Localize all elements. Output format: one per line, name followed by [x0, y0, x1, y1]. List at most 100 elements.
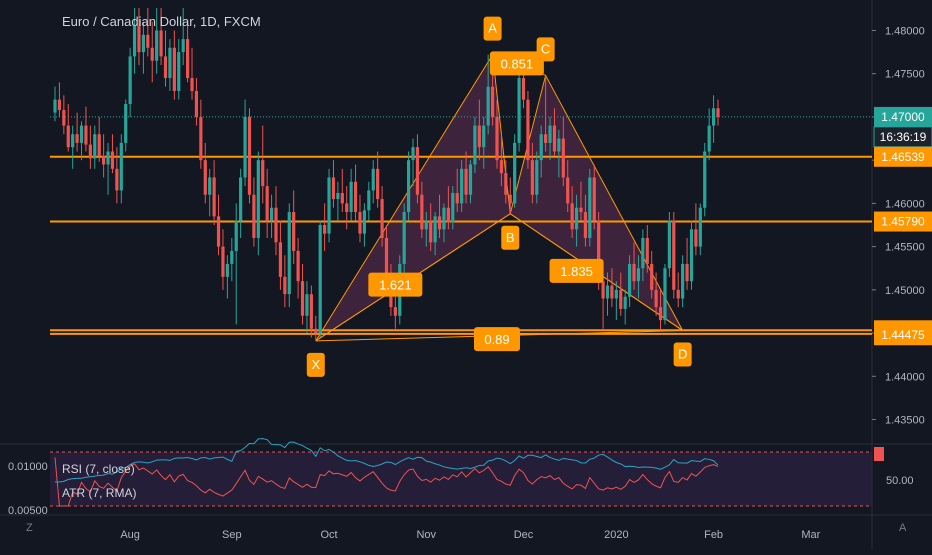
candle-body [53, 99, 57, 113]
candle-body [327, 177, 331, 234]
candle-body [460, 168, 464, 204]
candle-body [309, 294, 313, 329]
candle-body [681, 263, 685, 299]
candle-body [93, 134, 97, 159]
pattern-point-label: D [678, 346, 687, 361]
price-badge-label: 1.46539 [881, 150, 925, 164]
candle-body [283, 276, 287, 295]
candle-body [380, 199, 384, 238]
candle-body [667, 220, 671, 269]
candle-body [292, 212, 296, 251]
candle-body [574, 207, 579, 230]
candle-body [517, 78, 521, 143]
candle-body [619, 289, 623, 309]
candle-body [137, 26, 141, 53]
candle-body [632, 263, 636, 282]
price-badge [874, 146, 932, 167]
candle-body [88, 144, 92, 159]
candle-body [340, 193, 344, 204]
candle-body [265, 186, 269, 221]
candle-body [300, 281, 305, 316]
candle-body [367, 190, 371, 211]
candle-body [676, 289, 680, 299]
ratio-label-box [474, 327, 520, 352]
candle-body [521, 78, 526, 100]
candle-body [490, 86, 495, 117]
candle-body [544, 134, 548, 143]
candle-body [636, 268, 641, 282]
candle-body [442, 207, 446, 230]
candle-body [234, 220, 238, 251]
candle-body [239, 177, 243, 221]
candle-body [221, 246, 225, 277]
candle-body [225, 263, 229, 277]
candle-body [601, 281, 605, 299]
candle-body [216, 216, 221, 247]
pattern-point-marker [673, 342, 692, 367]
candle-body [199, 116, 203, 161]
price-tick-label: 1.45000 [885, 285, 925, 297]
candle-body [66, 125, 70, 148]
candle-body [243, 116, 247, 178]
pattern-point-x: X [306, 352, 325, 377]
candle-body [486, 86, 490, 126]
candle-body [663, 268, 667, 321]
pattern-point-marker [501, 225, 520, 250]
candle-body [186, 39, 190, 79]
candle-body [84, 125, 88, 145]
candle-body [190, 78, 194, 91]
price-badge [874, 211, 932, 232]
candle-body [75, 134, 79, 143]
price-badge-label: 16:36:19 [880, 130, 927, 144]
candle-body [473, 125, 477, 165]
candle-body [552, 125, 557, 152]
candle-body [384, 237, 389, 282]
candle-body [588, 177, 592, 238]
candle-body [287, 212, 291, 295]
candle-body [424, 220, 428, 230]
ratio-label: 0.851 [501, 56, 534, 71]
ratio-label: 0.89 [484, 332, 509, 347]
candle-body [102, 155, 106, 165]
candle-body [703, 151, 707, 208]
pattern-point-label: C [541, 41, 550, 56]
candle-body [119, 142, 123, 191]
price-badge-label: 1.45790 [881, 215, 925, 229]
candle-body [168, 47, 172, 79]
ratio-label: 1.621 [379, 278, 412, 293]
candle-body [230, 250, 234, 264]
ratio-label-box [489, 51, 544, 76]
candle-body [278, 242, 283, 277]
time-axis-label: Feb [704, 529, 723, 541]
candle-body [535, 160, 539, 195]
candle-body [579, 207, 583, 213]
candle-body [110, 151, 115, 169]
candle-body [685, 263, 689, 282]
timezone-icon[interactable]: Z [26, 522, 33, 534]
candle-body [106, 151, 110, 165]
candle-body [371, 168, 375, 191]
candle-body [650, 263, 654, 290]
ratio-label-box [549, 258, 604, 283]
candle-body [79, 125, 84, 143]
candle-body [561, 138, 565, 178]
time-axis-label: Nov [416, 529, 436, 541]
candle-body [402, 212, 406, 264]
candle-body [499, 160, 504, 174]
candle-body [614, 289, 618, 299]
ratio-label: 1.835 [560, 264, 593, 279]
candle-body [97, 134, 101, 156]
time-axis-label: Mar [801, 529, 820, 541]
candle-body [349, 181, 353, 213]
candle-body [526, 99, 530, 161]
auto-scale-icon[interactable]: A [899, 522, 907, 534]
candle-body [482, 125, 486, 148]
pattern-point-label: B [506, 230, 515, 245]
rsi-axis-label: 50.00 [886, 475, 914, 487]
price-badge [874, 106, 932, 127]
candle-body [362, 210, 366, 234]
candle-body [583, 212, 587, 238]
candle-body [256, 160, 260, 238]
pattern-point-a: A [483, 16, 502, 41]
